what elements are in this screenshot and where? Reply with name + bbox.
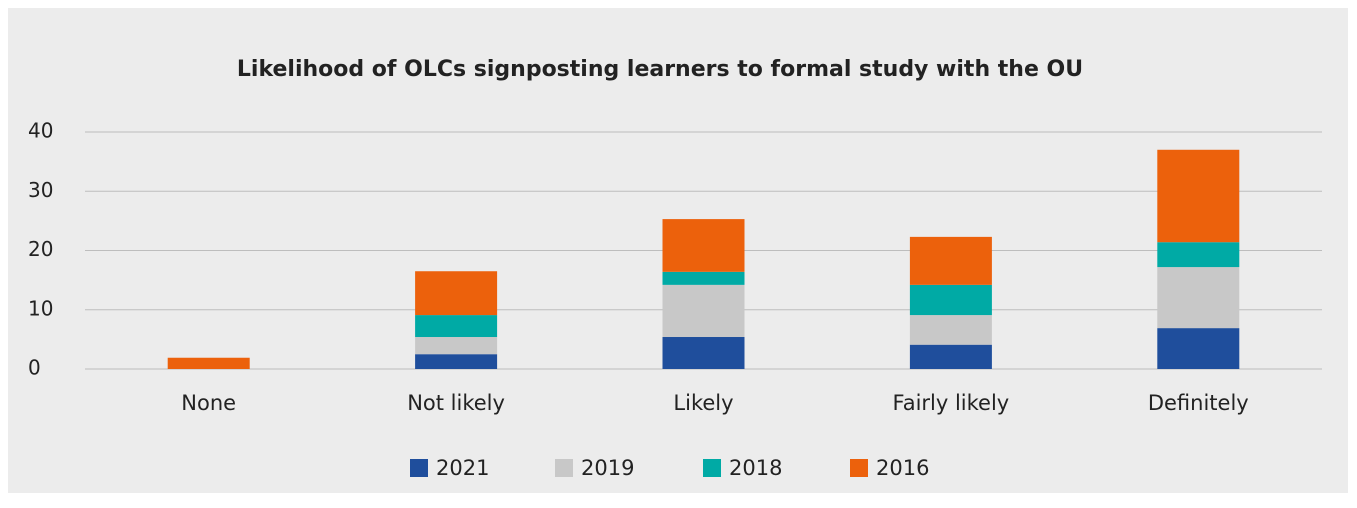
bar-segment (662, 337, 745, 369)
x-tick-label: Definitely (1148, 391, 1249, 415)
bar-segment (415, 354, 498, 369)
bar-segment (909, 236, 992, 285)
bar-segment (909, 284, 992, 316)
bar-segment (415, 315, 498, 338)
legend-label: 2019 (581, 456, 634, 480)
x-tick-label: None (181, 391, 236, 415)
bar-segment (1157, 267, 1240, 329)
bar-segment (909, 344, 992, 369)
bar-segment (1157, 242, 1240, 268)
chart-title: Likelihood of OLCs signposting learners … (237, 57, 1083, 82)
y-tick-label: 0 (28, 356, 41, 380)
legend-swatch (555, 459, 573, 477)
bar-segment (415, 337, 498, 355)
legend-swatch (703, 459, 721, 477)
x-tick-label: Not likely (407, 391, 505, 415)
bar-segment (662, 284, 745, 338)
y-tick-label: 30 (28, 178, 53, 202)
y-tick-label: 20 (28, 237, 53, 261)
y-tick-label: 10 (28, 296, 53, 320)
bar-segment (1157, 328, 1240, 369)
bar-segment (415, 271, 498, 316)
bar-segment (167, 357, 250, 369)
legend-label: 2021 (436, 456, 489, 480)
legend-swatch (410, 459, 428, 477)
bar-segment (1157, 149, 1240, 243)
y-tick-label: 40 (28, 119, 53, 143)
legend-label: 2018 (729, 456, 782, 480)
x-tick-label: Likely (673, 391, 733, 415)
bar-segment (909, 315, 992, 345)
bar-segment (662, 219, 745, 272)
bar-segment (662, 271, 745, 285)
legend-label: 2016 (876, 456, 929, 480)
legend-swatch (850, 459, 868, 477)
x-tick-label: Fairly likely (893, 391, 1010, 415)
